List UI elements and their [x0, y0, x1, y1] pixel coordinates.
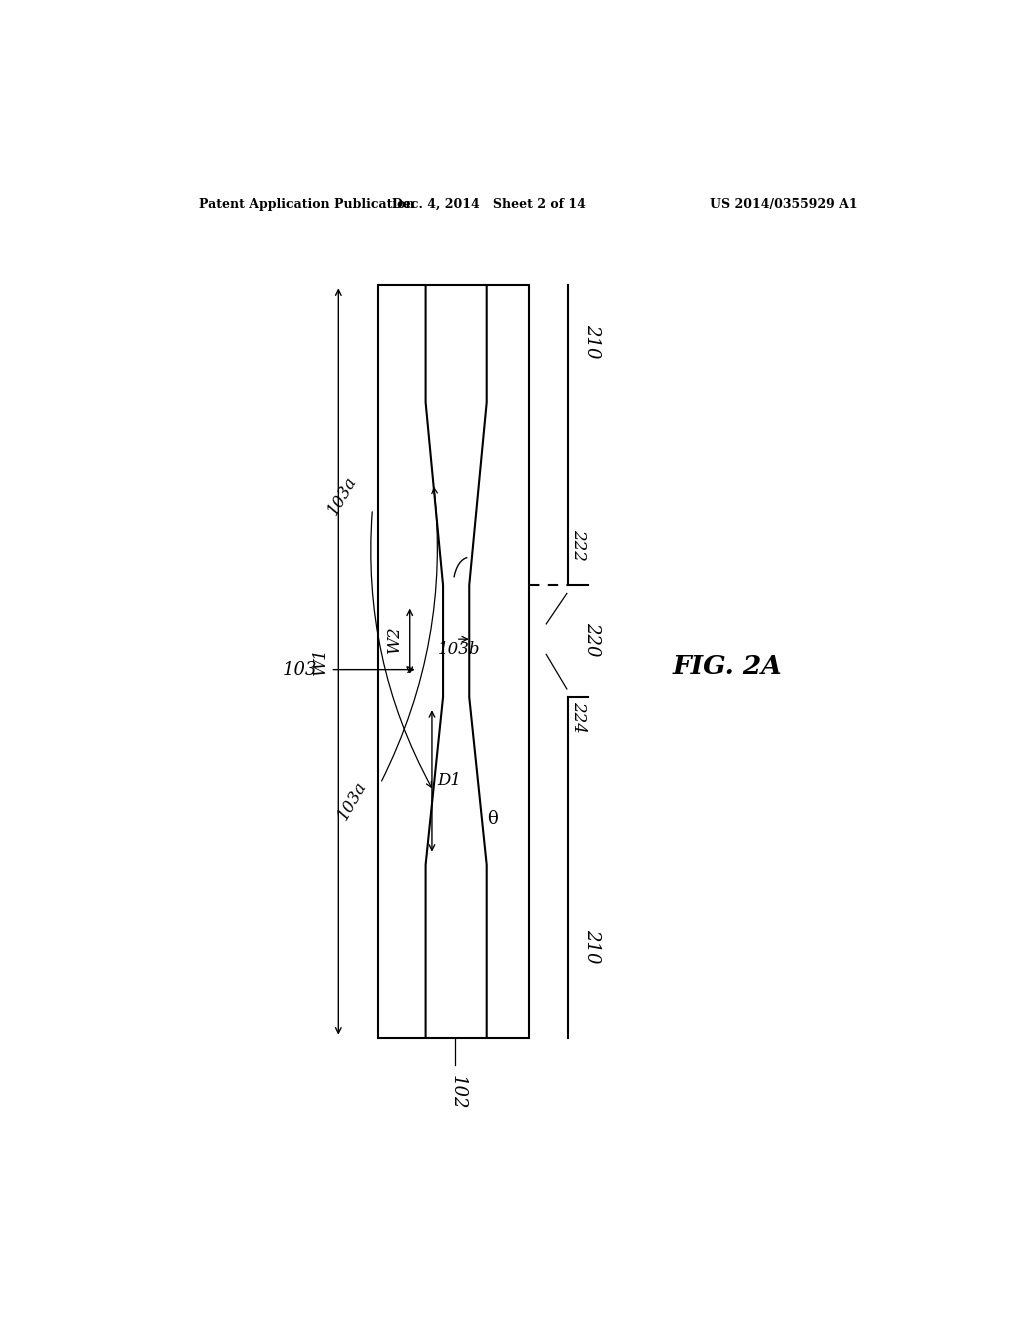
Text: Patent Application Publication: Patent Application Publication [200, 198, 415, 211]
Text: 210: 210 [583, 929, 601, 964]
Text: θ: θ [486, 810, 498, 828]
Text: FIG. 2A: FIG. 2A [673, 655, 782, 678]
Text: 224: 224 [570, 701, 587, 734]
Text: W2: W2 [386, 626, 403, 653]
Text: 103a: 103a [325, 474, 359, 519]
Text: W1: W1 [311, 648, 329, 676]
Text: 220: 220 [583, 622, 601, 656]
Text: US 2014/0355929 A1: US 2014/0355929 A1 [711, 198, 858, 211]
Text: 102: 102 [449, 1076, 466, 1110]
Text: 103a: 103a [335, 779, 370, 824]
Text: D1: D1 [437, 772, 462, 789]
Text: 103b: 103b [437, 640, 480, 657]
Text: 222: 222 [570, 529, 587, 561]
Text: Dec. 4, 2014   Sheet 2 of 14: Dec. 4, 2014 Sheet 2 of 14 [392, 198, 586, 211]
Text: 103: 103 [283, 660, 317, 678]
Text: 210: 210 [583, 325, 601, 359]
